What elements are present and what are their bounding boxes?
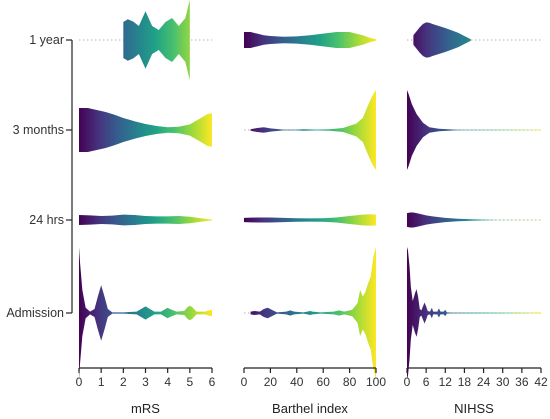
x-tick-label-barthel-index-5: 100 xyxy=(366,375,386,389)
x-tick-label-barthel-index-0: 0 xyxy=(241,375,248,389)
violin-nihss-3-months xyxy=(407,90,541,170)
row-label-1-year: 1 year xyxy=(29,33,64,47)
row-label-3-months: 3 months xyxy=(13,123,64,137)
x-tick-label-mrs-6: 6 xyxy=(209,375,216,389)
x-tick-label-barthel-index-2: 40 xyxy=(290,375,304,389)
x-tick-label-nihss-5: 30 xyxy=(496,375,510,389)
violin-mrs-3-months xyxy=(79,108,212,152)
x-tick-label-nihss-3: 18 xyxy=(458,375,472,389)
violin-barthel-index-1-year xyxy=(244,32,376,48)
x-tick-label-nihss-4: 24 xyxy=(477,375,491,389)
violin-mrs-24-hrs xyxy=(79,214,212,226)
row-label-24-hrs: 24 hrs xyxy=(29,213,64,227)
x-tick-label-mrs-2: 2 xyxy=(120,375,127,389)
x-tick-label-barthel-index-4: 80 xyxy=(343,375,357,389)
violin-barthel-index-admission xyxy=(250,247,376,379)
x-tick-label-nihss-2: 12 xyxy=(439,375,453,389)
x-tick-label-mrs-1: 1 xyxy=(98,375,105,389)
panel-title-nihss: NIHSS xyxy=(454,401,494,416)
x-tick-label-nihss-6: 36 xyxy=(515,375,529,389)
x-tick-label-mrs-0: 0 xyxy=(76,375,83,389)
x-tick-label-nihss-1: 6 xyxy=(423,375,430,389)
x-tick-label-barthel-index-3: 60 xyxy=(317,375,331,389)
x-tick-label-mrs-4: 4 xyxy=(164,375,171,389)
violin-nihss-1-year xyxy=(413,22,471,58)
panel-title-barthel-index: Barthel index xyxy=(272,401,348,416)
violin-mrs-admission xyxy=(79,247,212,379)
row-label-admission: Admission xyxy=(6,306,64,320)
violin-barthel-index-3-months xyxy=(250,90,376,170)
violin-nihss-admission xyxy=(407,247,541,379)
x-tick-label-barthel-index-1: 20 xyxy=(264,375,278,389)
violin-nihss-24-hrs xyxy=(407,212,541,228)
x-tick-label-mrs-3: 3 xyxy=(142,375,149,389)
x-tick-label-nihss-7: 42 xyxy=(534,375,548,389)
violin-barthel-index-24-hrs xyxy=(244,214,376,226)
panel-title-mrs: mRS xyxy=(131,401,160,416)
x-tick-label-mrs-5: 5 xyxy=(186,375,193,389)
x-tick-label-nihss-0: 0 xyxy=(404,375,411,389)
violin-mrs-1-year xyxy=(123,0,190,80)
